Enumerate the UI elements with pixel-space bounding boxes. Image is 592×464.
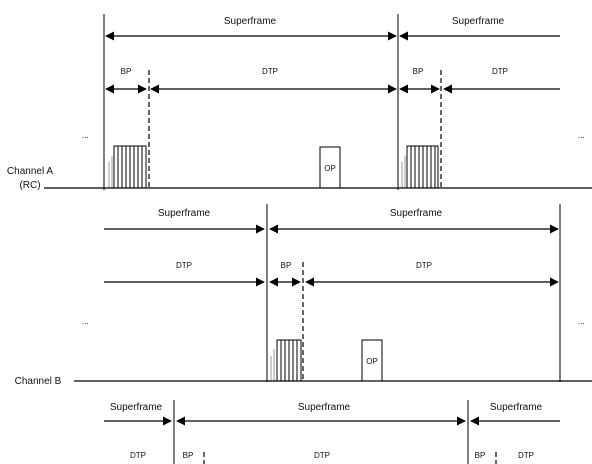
channel-a-op-label: OP	[324, 164, 336, 173]
channel-b-superframe-label-1: Superframe	[158, 208, 211, 219]
channel-a-ellipsis-right: ...	[578, 131, 585, 140]
channel-a-section: Superframe Superframe BP DTP BP DTP	[7, 14, 592, 191]
channel-c-bp-label-2: BP	[475, 451, 486, 460]
channel-b-section: Superframe Superframe DTP BP DTP OP ...	[15, 204, 592, 387]
channel-b-ellipsis-right: ...	[578, 317, 585, 326]
channel-c-dtp-label-2: DTP	[314, 451, 330, 460]
channel-a-label: Channel A	[7, 166, 53, 177]
channel-a-sublabel: (RC)	[19, 180, 40, 191]
channel-a-bp-label-1: BP	[121, 67, 132, 76]
channel-b-superframe-label-2: Superframe	[390, 208, 443, 219]
channel-a-dtp-label-1: DTP	[262, 67, 278, 76]
channel-a-beacon-slots-2	[401, 145, 439, 189]
channel-a-ellipsis-left: ...	[82, 131, 89, 140]
channel-a-bp-label-2: BP	[413, 67, 424, 76]
channel-c-superframe-label-2: Superframe	[298, 402, 351, 413]
channel-b-dtp-label-2: DTP	[416, 261, 432, 270]
channel-a-superframe-label-1: Superframe	[224, 16, 277, 27]
channel-a-beacon-slots-1	[108, 145, 147, 189]
channel-c-superframe-label-1: Superframe	[110, 402, 163, 413]
channel-b-op-label: OP	[366, 357, 378, 366]
channel-c-superframe-label-3: Superframe	[490, 402, 543, 413]
channel-c-dtp-label-3: DTP	[518, 451, 534, 460]
channel-b-beacon-slots	[270, 339, 302, 382]
channel-b-label: Channel B	[15, 376, 62, 387]
channel-c-dtp-label-1: DTP	[130, 451, 146, 460]
channel-a-dtp-label-2: DTP	[492, 67, 508, 76]
channel-a-superframe-label-2: Superframe	[452, 16, 505, 27]
channel-b-ellipsis-left: ...	[82, 317, 89, 326]
channel-b-bp-label: BP	[281, 261, 292, 270]
channel-c-bp-label-1: BP	[183, 451, 194, 460]
channel-b-dtp-label-1: DTP	[176, 261, 192, 270]
channel-c-section: Superframe Superframe Superframe DTP BP …	[104, 400, 560, 464]
